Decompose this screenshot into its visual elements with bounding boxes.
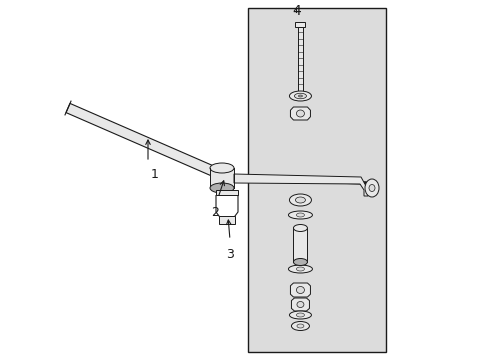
Ellipse shape xyxy=(293,225,307,231)
Ellipse shape xyxy=(296,213,304,217)
Bar xyxy=(216,190,238,195)
Ellipse shape xyxy=(294,93,306,99)
Ellipse shape xyxy=(293,258,307,266)
Polygon shape xyxy=(290,107,310,120)
Ellipse shape xyxy=(288,265,312,273)
Ellipse shape xyxy=(296,313,304,317)
Bar xyxy=(297,27,303,92)
Text: 1: 1 xyxy=(151,168,159,181)
Ellipse shape xyxy=(209,183,234,193)
Ellipse shape xyxy=(298,95,302,97)
Ellipse shape xyxy=(296,267,304,271)
Ellipse shape xyxy=(296,302,304,307)
Bar xyxy=(295,22,305,27)
Ellipse shape xyxy=(291,321,309,330)
Ellipse shape xyxy=(288,211,312,219)
Bar xyxy=(209,168,234,188)
Bar xyxy=(219,216,235,224)
Text: 4: 4 xyxy=(291,4,300,18)
Bar xyxy=(293,228,307,262)
Ellipse shape xyxy=(296,110,304,117)
Ellipse shape xyxy=(289,91,311,101)
Text: 2: 2 xyxy=(211,206,219,219)
Ellipse shape xyxy=(289,311,311,319)
Text: 3: 3 xyxy=(225,248,233,261)
Ellipse shape xyxy=(296,287,304,293)
Polygon shape xyxy=(234,174,367,196)
Ellipse shape xyxy=(289,194,311,206)
Ellipse shape xyxy=(296,324,304,328)
Ellipse shape xyxy=(209,163,234,173)
Bar xyxy=(247,8,385,352)
Ellipse shape xyxy=(368,185,374,192)
Polygon shape xyxy=(291,298,309,311)
Polygon shape xyxy=(290,283,310,297)
Ellipse shape xyxy=(364,179,378,197)
Polygon shape xyxy=(66,103,217,177)
Ellipse shape xyxy=(295,197,305,203)
